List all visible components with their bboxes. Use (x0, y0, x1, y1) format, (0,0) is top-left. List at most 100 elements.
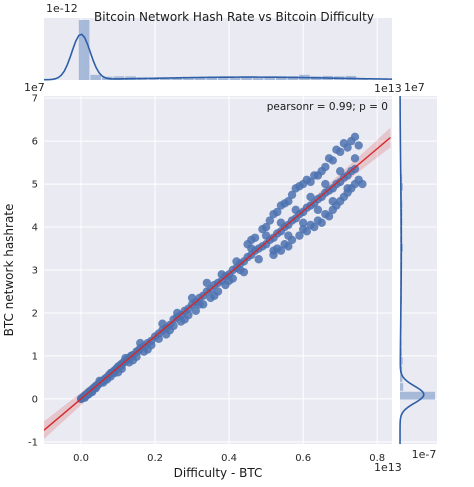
scatter-point (295, 182, 304, 191)
scatter-point (317, 218, 326, 227)
scatter-point (254, 255, 263, 264)
scatter-point (276, 218, 286, 227)
regression-line (44, 136, 391, 431)
scatter-point (176, 317, 186, 326)
scatter-point (354, 141, 363, 150)
top-hist-bar (229, 77, 241, 80)
scatter-point (358, 179, 367, 189)
scatter-point (317, 166, 326, 176)
top-marginal-kde-curve (43, 33, 393, 81)
pearson-annotation: pearsonr = 0.99; p = 0 (267, 101, 388, 113)
scatter-point (106, 372, 115, 381)
scatter-point (124, 358, 134, 367)
scatter-point (269, 250, 278, 260)
scatter-point (184, 310, 193, 320)
right-hist-bar (400, 374, 403, 383)
scatter-point (324, 212, 334, 221)
x-tick-label: 0.6 (295, 453, 311, 464)
scatter-point (158, 319, 167, 328)
scatter-point (291, 205, 300, 215)
scatter-point (350, 154, 360, 163)
right-hist-bar (400, 383, 404, 391)
top-marginal-background (44, 18, 392, 80)
scatter-point (198, 300, 208, 309)
scatter-point (335, 166, 345, 176)
right-marginal-bottom-label: 1e-7 (412, 448, 437, 461)
top-hist-bar (160, 77, 171, 80)
scatter-point (213, 287, 223, 296)
scatter-point (310, 222, 319, 232)
x-tick-label: 0.0 (73, 453, 89, 464)
scatter-point (139, 347, 149, 356)
scatter-point (243, 240, 252, 249)
top-hist-bar (78, 20, 90, 80)
scatter-point (269, 209, 278, 219)
scatter-point (302, 175, 312, 184)
y-tick-label: 1 (32, 351, 38, 362)
scatter-point (298, 218, 308, 227)
top-hist-bar (276, 76, 287, 80)
top-hist-bar (252, 77, 264, 80)
scatter-point (206, 293, 215, 303)
scatter-point (187, 293, 197, 303)
scatter-point (276, 246, 286, 255)
scatter-point (169, 321, 178, 331)
scatter-point (228, 274, 238, 283)
right-marginal-offset-label: 1e7 (404, 81, 425, 94)
top-marginal-offset-label: 1e-12 (46, 2, 78, 15)
y-axis-label: BTC network hashrate (2, 204, 16, 337)
main-plot-grid (44, 96, 392, 444)
scatter-point (154, 334, 163, 343)
x-axis-offset-label: 1e13 (374, 461, 402, 474)
x-tick-label: 0.4 (221, 453, 237, 464)
y-tick-label: 5 (32, 180, 38, 191)
x-tick-label: 0.2 (147, 453, 163, 464)
right-hist-bar (400, 391, 435, 400)
scatter-point (302, 227, 312, 236)
scatter-point (265, 216, 275, 225)
top-hist-bar (171, 77, 183, 80)
x-tick-label: 0.8 (369, 453, 385, 464)
scatter-point (261, 231, 271, 240)
y-tick-label: 3 (32, 266, 38, 277)
y-tick-label: 2 (32, 308, 38, 319)
top-hist-bar (183, 77, 194, 80)
scatter-point (217, 270, 226, 279)
scatter-point (310, 171, 319, 180)
scatter-point (350, 132, 360, 142)
scatter-point (287, 190, 297, 200)
right-hist-bar (400, 357, 403, 365)
y-tick-label: 4 (32, 223, 38, 234)
scatter-point (132, 352, 141, 361)
top-hist-bar (218, 77, 229, 80)
scatter-point (276, 201, 286, 210)
top-marginal-right-label: 1e13 (374, 82, 402, 95)
scatter-point (221, 280, 230, 290)
top-hist-bar (264, 76, 275, 80)
scatter-point (295, 231, 304, 240)
scatter-point (287, 235, 297, 245)
scatter-point (313, 205, 323, 215)
scatter-point (258, 224, 267, 234)
scatter-point (306, 192, 315, 202)
y-tick-label: -1 (28, 437, 38, 448)
y-tick-label: 0 (32, 394, 38, 405)
x-axis-ticks: 0.0 0.2 0.4 0.6 0.8 (73, 453, 385, 464)
scatter-point (191, 306, 200, 316)
y-tick-label: 7 (32, 94, 38, 105)
scatter-point (202, 278, 212, 288)
top-hist-bar (194, 77, 206, 80)
chart-title: Bitcoin Network Hash Rate vs Bitcoin Dif… (94, 10, 374, 24)
right-marginal-kde-curve (399, 95, 425, 445)
scatter-point (321, 179, 330, 189)
scatter-point (324, 154, 334, 163)
scatter-point (161, 330, 171, 339)
x-axis-label: Difficulty - BTC (174, 466, 263, 480)
scatter-point (332, 145, 341, 154)
top-hist-bar (206, 77, 217, 80)
scatter-point (350, 164, 360, 174)
y-tick-label: 6 (32, 137, 38, 148)
scatter-point (147, 340, 156, 350)
scatter-point (232, 257, 241, 266)
